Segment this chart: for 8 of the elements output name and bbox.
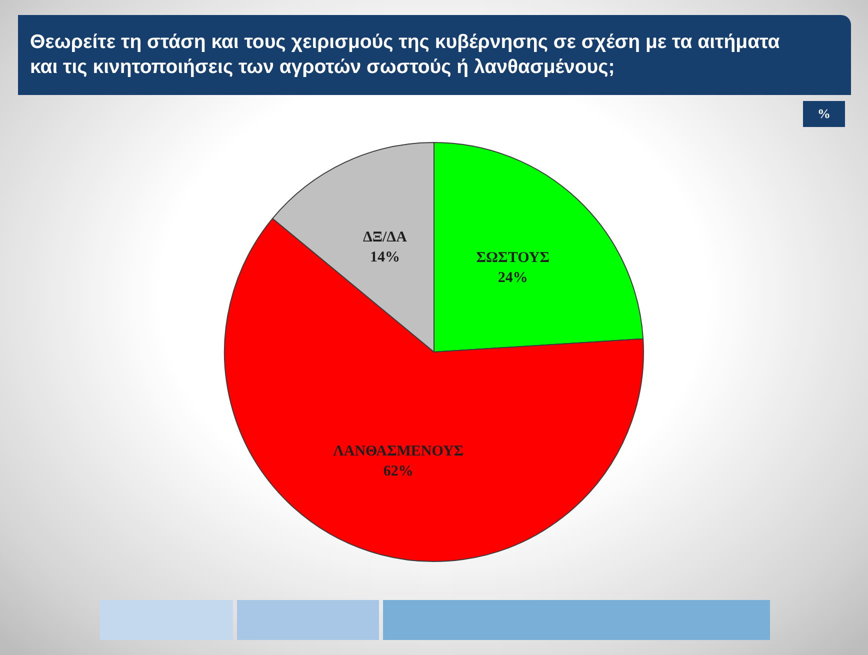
slice-label: ΣΩΣΤΟΥΣ — [476, 250, 550, 266]
data-label: 14% — [370, 250, 400, 266]
data-label: 62% — [383, 463, 414, 480]
chart-title: Θεωρείτε τη στάση και τους χειρισμούς της κυβέρνησης σε σχέση με τα αιτήματα και τις κινητοποιήσεις των αγροτών σωστούς ή λανθασμένους; — [18, 15, 851, 95]
data-label: 24% — [498, 270, 528, 286]
text: % — [803, 101, 845, 127]
slice-label: ΔΞ/ΔΑ — [362, 230, 408, 246]
slice-label: ΛΑΝΘΑΣΜΕΝΟΥΣ — [333, 443, 464, 460]
